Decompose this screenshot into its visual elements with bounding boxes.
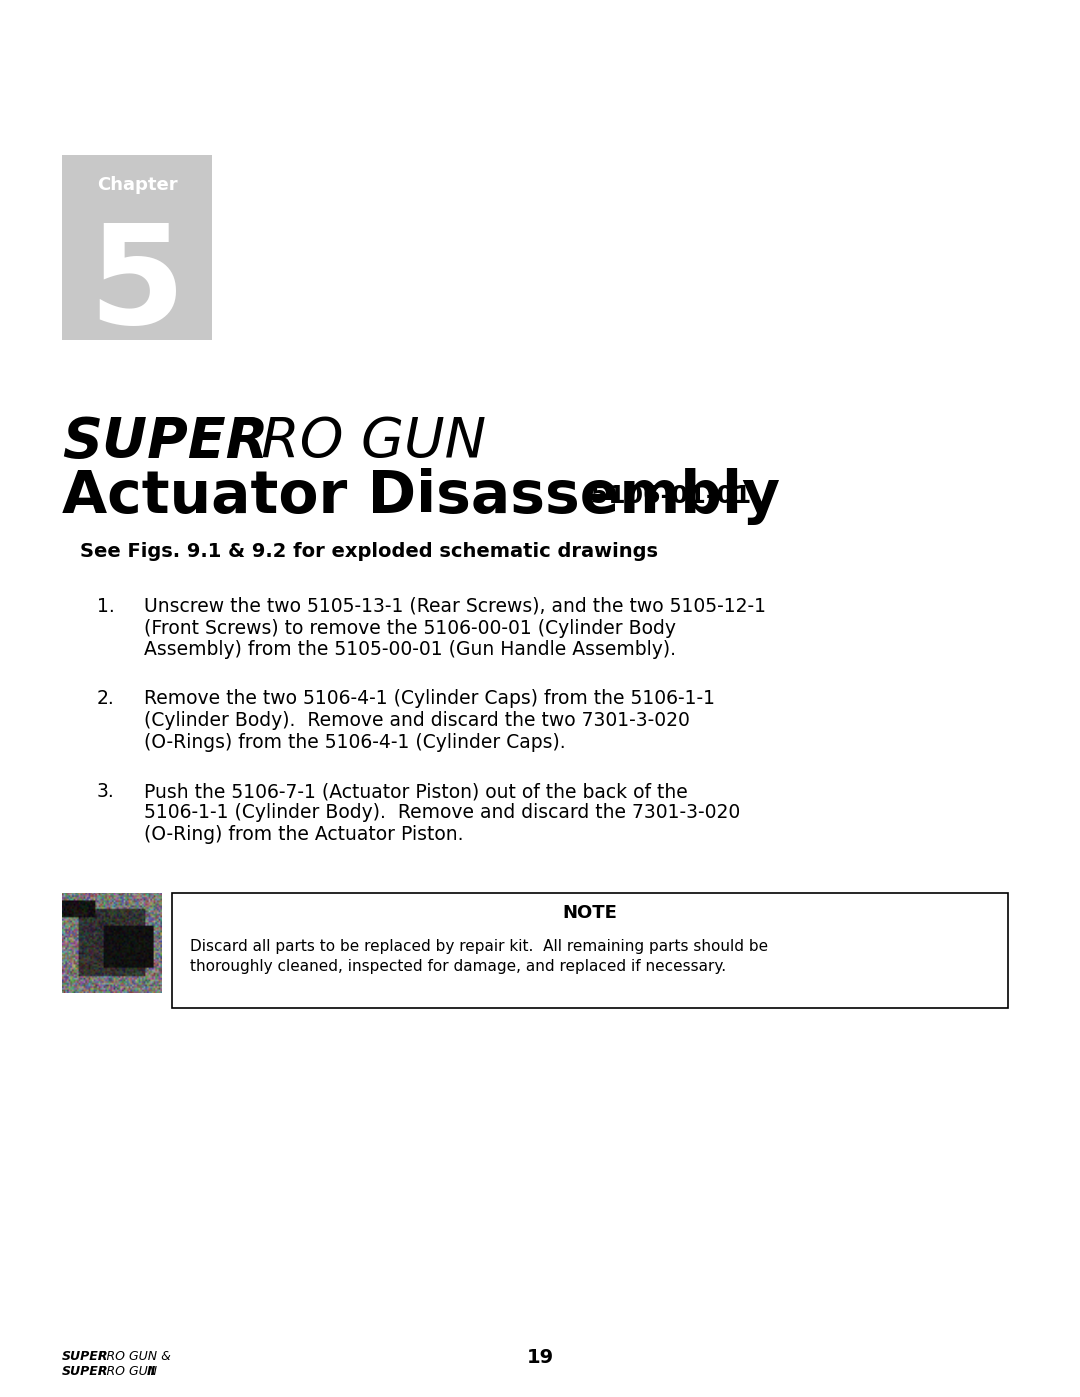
Text: Unscrew the two 5105-13-1 (Rear Screws), and the two 5105-12-1: Unscrew the two 5105-13-1 (Rear Screws),… [144,597,766,616]
Text: See Figs. 9.1 & 9.2 for exploded schematic drawings: See Figs. 9.1 & 9.2 for exploded schemat… [80,542,658,562]
Text: PRO GUN: PRO GUN [95,1365,161,1377]
Text: (O-Rings) from the 5106-4-1 (Cylinder Caps).: (O-Rings) from the 5106-4-1 (Cylinder Ca… [144,732,566,752]
Text: PRO GUN &: PRO GUN & [95,1350,171,1363]
Text: Remove the two 5106-4-1 (Cylinder Caps) from the 5106-1-1: Remove the two 5106-4-1 (Cylinder Caps) … [144,690,715,708]
Bar [62,155,212,339]
Text: 2.: 2. [97,690,114,708]
Text: Discard all parts to be replaced by repair kit.  All remaining parts should be: Discard all parts to be replaced by repa… [190,939,768,954]
Text: Assembly) from the 5105-00-01 (Gun Handle Assembly).: Assembly) from the 5105-00-01 (Gun Handl… [144,640,676,659]
Bar [172,893,1008,1007]
Text: SUPER: SUPER [62,1350,108,1363]
Text: 3.: 3. [97,782,114,800]
Text: thoroughly cleaned, inspected for damage, and replaced if necessary.: thoroughly cleaned, inspected for damage… [190,960,726,975]
Text: 5106-01-01: 5106-01-01 [582,483,752,509]
Text: 19: 19 [526,1348,554,1368]
Text: II: II [147,1365,157,1377]
Text: NOTE: NOTE [563,904,618,922]
Text: 1.: 1. [97,597,114,616]
Text: Push the 5106-7-1 (Actuator Piston) out of the back of the: Push the 5106-7-1 (Actuator Piston) out … [144,782,688,800]
Text: (O-Ring) from the Actuator Piston.: (O-Ring) from the Actuator Piston. [144,826,463,844]
Text: (Cylinder Body).  Remove and discard the two 7301-3-020: (Cylinder Body). Remove and discard the … [144,711,690,731]
Text: 5: 5 [89,218,186,352]
Text: SUPER: SUPER [62,415,268,469]
Text: (Front Screws) to remove the 5106-00-01 (Cylinder Body: (Front Screws) to remove the 5106-00-01 … [144,619,676,637]
Text: Chapter: Chapter [97,176,177,194]
Text: 5106-1-1 (Cylinder Body).  Remove and discard the 7301-3-020: 5106-1-1 (Cylinder Body). Remove and dis… [144,803,740,823]
Text: SUPER: SUPER [62,1365,108,1377]
Text: PRO GUN: PRO GUN [210,415,486,468]
Text: Actuator Disassembly: Actuator Disassembly [62,468,780,525]
